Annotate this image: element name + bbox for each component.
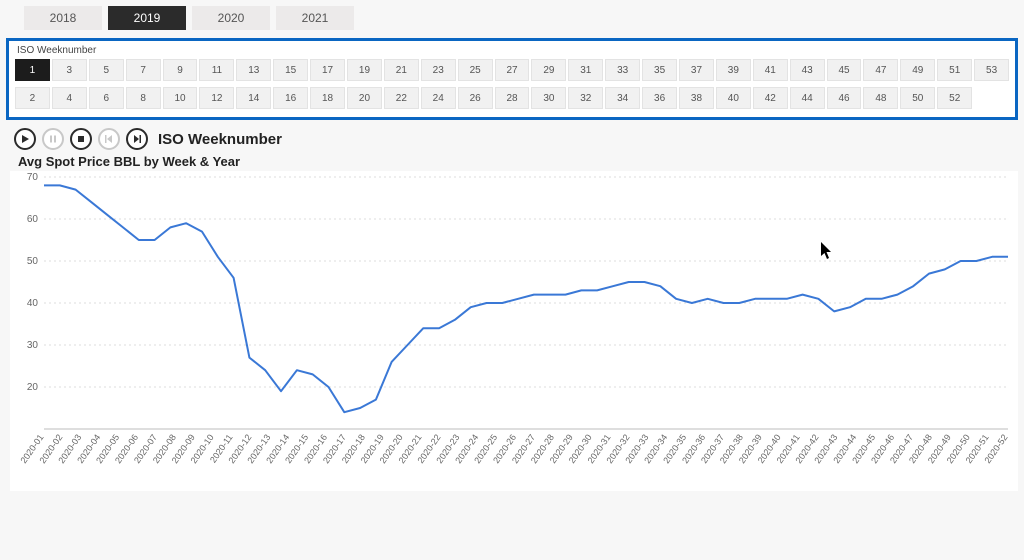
svg-text:50: 50	[27, 256, 39, 267]
iso-week-rows: 1357911131517192123252729313335373941434…	[15, 59, 1009, 109]
svg-text:70: 70	[27, 172, 39, 183]
week-cell-26[interactable]: 26	[458, 87, 493, 109]
week-cell-47[interactable]: 47	[863, 59, 898, 81]
week-cell-29[interactable]: 29	[531, 59, 566, 81]
week-cell-21[interactable]: 21	[384, 59, 419, 81]
iso-week-row-odd: 1357911131517192123252729313335373941434…	[15, 59, 1009, 81]
play-button[interactable]	[14, 128, 36, 150]
week-cell-6[interactable]: 6	[89, 87, 124, 109]
svg-text:40: 40	[27, 298, 39, 309]
week-cell-4[interactable]: 4	[52, 87, 87, 109]
week-cell-42[interactable]: 42	[753, 87, 788, 109]
week-cell-15[interactable]: 15	[273, 59, 308, 81]
week-cell-19[interactable]: 19	[347, 59, 382, 81]
week-cell-1[interactable]: 1	[15, 59, 50, 81]
chart-container: Avg Spot Price BBL by Week & Year 20 30 40…	[10, 154, 1018, 491]
week-cell-36[interactable]: 36	[642, 87, 677, 109]
week-cell-49[interactable]: 49	[900, 59, 935, 81]
week-cell-44[interactable]: 44	[790, 87, 825, 109]
week-cell-11[interactable]: 11	[199, 59, 234, 81]
prev-icon	[104, 134, 114, 144]
week-cell-20[interactable]: 20	[347, 87, 382, 109]
week-cell-5[interactable]: 5	[89, 59, 124, 81]
stop-icon	[76, 134, 86, 144]
week-cell-13[interactable]: 13	[236, 59, 271, 81]
iso-week-slicer-title: ISO Weeknumber	[17, 45, 1009, 56]
week-cell-37[interactable]: 37	[679, 59, 714, 81]
week-cell-28[interactable]: 28	[495, 87, 530, 109]
svg-text:20: 20	[27, 382, 39, 393]
week-cell-41[interactable]: 41	[753, 59, 788, 81]
week-cell-24[interactable]: 24	[421, 87, 456, 109]
iso-week-row-even: 2468101214161820222426283032343638404244…	[15, 87, 1009, 109]
week-cell-27[interactable]: 27	[495, 59, 530, 81]
svg-text:60: 60	[27, 214, 39, 225]
line-chart: 2030405060702020-012020-022020-032020-04…	[10, 171, 1018, 491]
week-cell-48[interactable]: 48	[863, 87, 898, 109]
week-cell-9[interactable]: 9	[163, 59, 198, 81]
year-tab-2018[interactable]: 2018	[24, 6, 102, 30]
week-cell-23[interactable]: 23	[421, 59, 456, 81]
pause-button	[42, 128, 64, 150]
week-cell-34[interactable]: 34	[605, 87, 640, 109]
stop-button[interactable]	[70, 128, 92, 150]
chart-title: Avg Spot Price BBL by Week & Year	[18, 154, 1018, 169]
year-tabs: 2018201920202021	[24, 6, 1018, 30]
week-cell-empty	[974, 87, 1009, 109]
week-cell-22[interactable]: 22	[384, 87, 419, 109]
prev-button	[98, 128, 120, 150]
week-cell-38[interactable]: 38	[679, 87, 714, 109]
year-tab-2020[interactable]: 2020	[192, 6, 270, 30]
week-cell-31[interactable]: 31	[568, 59, 603, 81]
play-icon	[20, 134, 30, 144]
week-cell-51[interactable]: 51	[937, 59, 972, 81]
week-cell-8[interactable]: 8	[126, 87, 161, 109]
week-cell-40[interactable]: 40	[716, 87, 751, 109]
week-cell-18[interactable]: 18	[310, 87, 345, 109]
week-cell-43[interactable]: 43	[790, 59, 825, 81]
week-cell-2[interactable]: 2	[15, 87, 50, 109]
week-cell-53[interactable]: 53	[974, 59, 1009, 81]
next-button[interactable]	[126, 128, 148, 150]
week-cell-14[interactable]: 14	[236, 87, 271, 109]
week-cell-45[interactable]: 45	[827, 59, 862, 81]
week-cell-10[interactable]: 10	[163, 87, 198, 109]
week-cell-3[interactable]: 3	[52, 59, 87, 81]
week-cell-16[interactable]: 16	[273, 87, 308, 109]
week-cell-30[interactable]: 30	[531, 87, 566, 109]
year-tab-2021[interactable]: 2021	[276, 6, 354, 30]
svg-text:30: 30	[27, 340, 39, 351]
week-cell-25[interactable]: 25	[458, 59, 493, 81]
week-cell-39[interactable]: 39	[716, 59, 751, 81]
next-icon	[132, 134, 142, 144]
year-tab-2019[interactable]: 2019	[108, 6, 186, 30]
pause-icon	[48, 134, 58, 144]
week-cell-46[interactable]: 46	[827, 87, 862, 109]
week-cell-35[interactable]: 35	[642, 59, 677, 81]
iso-week-slicer: ISO Weeknumber 1357911131517192123252729…	[6, 38, 1018, 120]
week-cell-33[interactable]: 33	[605, 59, 640, 81]
week-cell-7[interactable]: 7	[126, 59, 161, 81]
week-cell-50[interactable]: 50	[900, 87, 935, 109]
week-cell-12[interactable]: 12	[199, 87, 234, 109]
play-controls: ISO Weeknumber	[14, 128, 1018, 150]
week-cell-32[interactable]: 32	[568, 87, 603, 109]
week-cell-17[interactable]: 17	[310, 59, 345, 81]
play-controls-label: ISO Weeknumber	[158, 131, 282, 148]
week-cell-52[interactable]: 52	[937, 87, 972, 109]
